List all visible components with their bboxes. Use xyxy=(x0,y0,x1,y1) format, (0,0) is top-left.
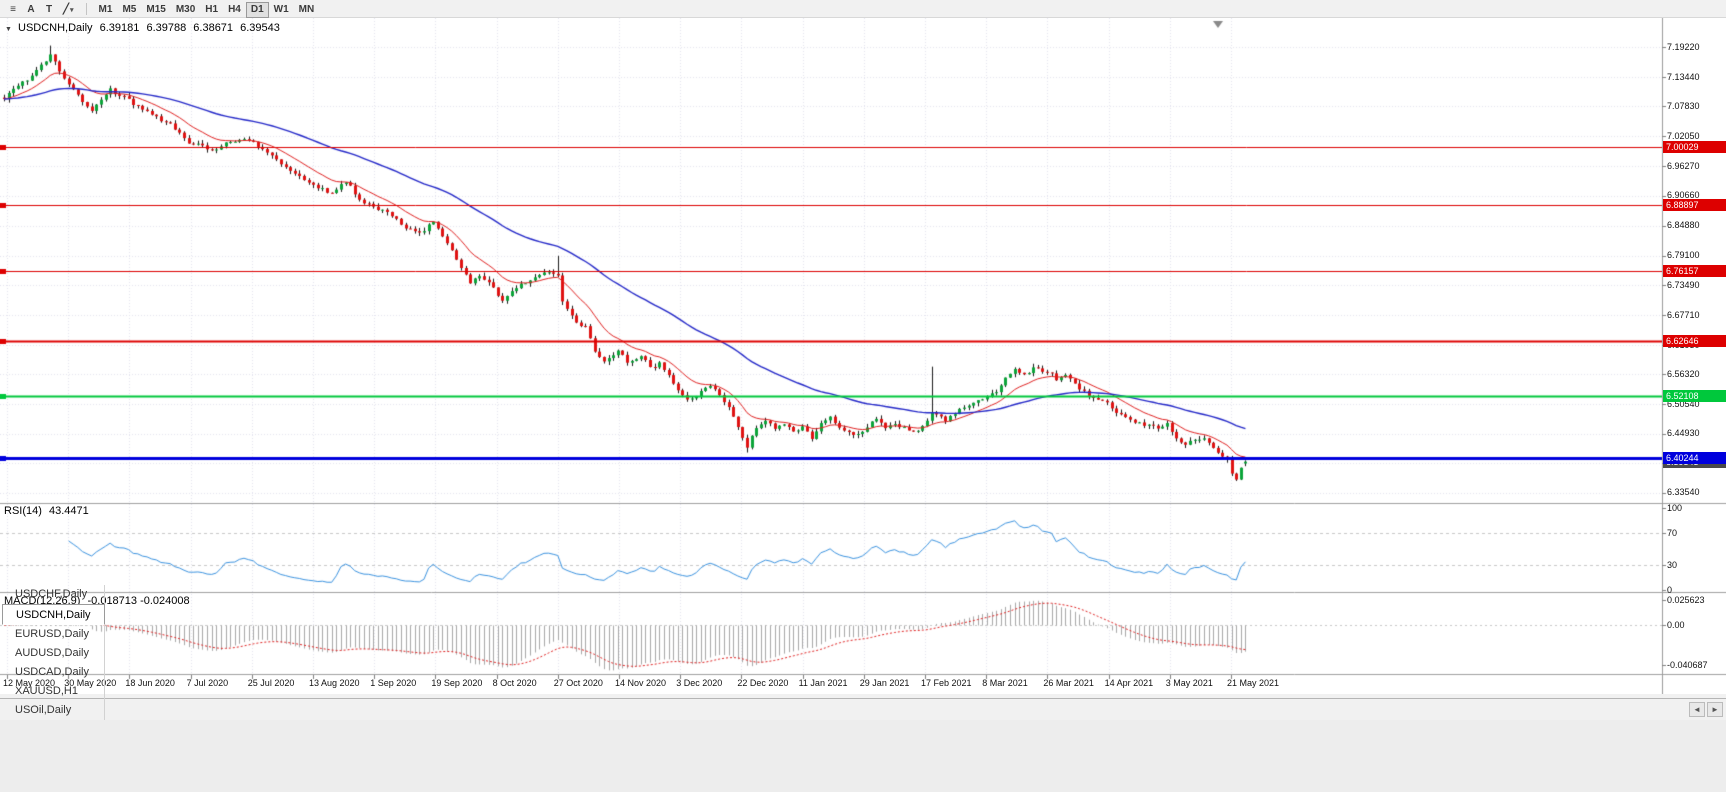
draw-line-button[interactable]: ╱▾ xyxy=(58,2,79,18)
timeframe-m30[interactable]: M30 xyxy=(171,2,200,18)
chart-mode-icon[interactable]: ≡ xyxy=(4,2,22,18)
tab-usdcnh-daily[interactable]: USDCNH,Daily xyxy=(2,604,105,625)
timeframe-h1[interactable]: H1 xyxy=(200,2,223,18)
tab-usdcad-daily[interactable]: USDCAD,Daily xyxy=(2,663,105,682)
timeframe-buttons: M1 M5 M15 M30 H1 H4 D1 W1 MN xyxy=(94,0,320,18)
timeframe-h4[interactable]: H4 xyxy=(223,2,246,18)
chart-tab-bar: USDCHF,Daily USDCNH,Daily EURUSD,Daily AUDU… xyxy=(0,585,1726,720)
toolbar: ≡ A T ╱▾ M1 M5 M15 M30 H1 H4 D1 W1 MN xyxy=(0,0,1726,18)
tab-usdchf-daily[interactable]: USDCHF,Daily xyxy=(2,585,105,604)
tab-audusd-daily[interactable]: AUDUSD,Daily xyxy=(2,644,105,663)
tab-eurusd-daily[interactable]: EURUSD,Daily xyxy=(2,625,105,644)
dropdown-caret-icon: ▾ xyxy=(70,7,74,14)
tabs-scroll-left-icon[interactable]: ◄ xyxy=(1689,702,1705,717)
toolbar-separator xyxy=(85,2,87,15)
tab-xauusd-h1[interactable]: XAUUSD,H1 xyxy=(2,682,105,701)
window-background xyxy=(0,720,1726,792)
timeframe-mn[interactable]: MN xyxy=(294,2,320,18)
timeframe-d1[interactable]: D1 xyxy=(245,2,269,18)
chart-tabs: USDCHF,Daily USDCNH,Daily EURUSD,Daily AUDU… xyxy=(2,585,105,720)
tab-usoil-daily[interactable]: USOil,Daily xyxy=(2,701,105,720)
timeframe-w1[interactable]: W1 xyxy=(269,2,294,18)
toolbar-left-buttons: ≡ A T ╱▾ xyxy=(4,0,79,18)
timeframe-m15[interactable]: M15 xyxy=(141,2,170,18)
tabs-scroll-right-icon[interactable]: ► xyxy=(1707,702,1723,717)
window-edge xyxy=(0,694,1726,698)
timeframe-m5[interactable]: M5 xyxy=(117,2,141,18)
cursor-a-button[interactable]: A xyxy=(22,2,40,18)
timeframe-m1[interactable]: M1 xyxy=(94,2,118,18)
text-t-button[interactable]: T xyxy=(40,2,58,18)
chart-area: ▼ USDCNH,Daily 6.39181 6.39788 6.38671 6… xyxy=(0,18,1726,694)
price-chart-canvas[interactable] xyxy=(0,18,1726,694)
